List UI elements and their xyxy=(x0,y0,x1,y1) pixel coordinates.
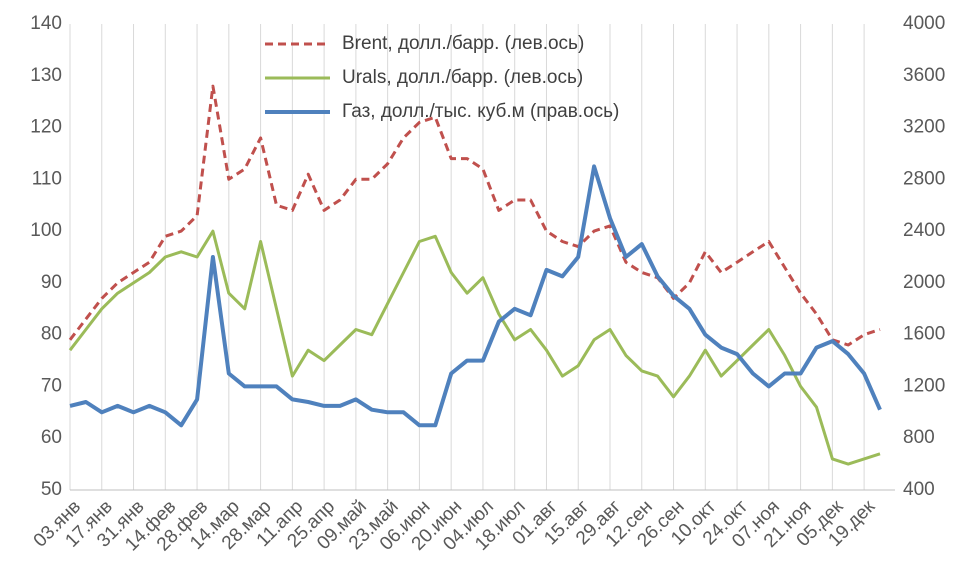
series-line xyxy=(68,229,881,466)
legend-label: Газ, долл./тыс. куб.м (прав.ось) xyxy=(342,101,619,122)
y2-tick-label: 4000 xyxy=(903,13,945,34)
y-tick-label: 80 xyxy=(41,324,62,345)
series-line xyxy=(68,84,881,347)
y-tick-label: 90 xyxy=(41,272,62,293)
y2-tick-label: 3200 xyxy=(903,117,945,138)
y-tick-label: 70 xyxy=(41,375,62,396)
y2-tick-label: 2800 xyxy=(903,168,945,189)
y-tick-label: 50 xyxy=(41,479,62,500)
y-tick-label: 130 xyxy=(30,65,62,86)
y2-tick-label: 800 xyxy=(903,427,935,448)
legend-label: Brent, долл./барр. (лев.ось) xyxy=(342,33,584,54)
legend-label: Urals, долл./барр. (лев.ось) xyxy=(342,67,583,88)
series-line xyxy=(69,164,882,428)
y2-tick-label: 1200 xyxy=(903,375,945,396)
y-tick-label: 100 xyxy=(30,220,62,241)
y-tick-label: 120 xyxy=(30,117,62,138)
y2-tick-label: 1600 xyxy=(903,324,945,345)
y-tick-label: 110 xyxy=(32,168,62,189)
y2-tick-label: 2000 xyxy=(903,272,945,293)
y2-tick-label: 3600 xyxy=(903,65,945,86)
y-tick-label: 140 xyxy=(30,13,62,34)
y2-tick-label: 2400 xyxy=(903,220,945,241)
y-tick-label: 60 xyxy=(41,427,62,448)
y2-tick-label: 400 xyxy=(903,479,935,500)
